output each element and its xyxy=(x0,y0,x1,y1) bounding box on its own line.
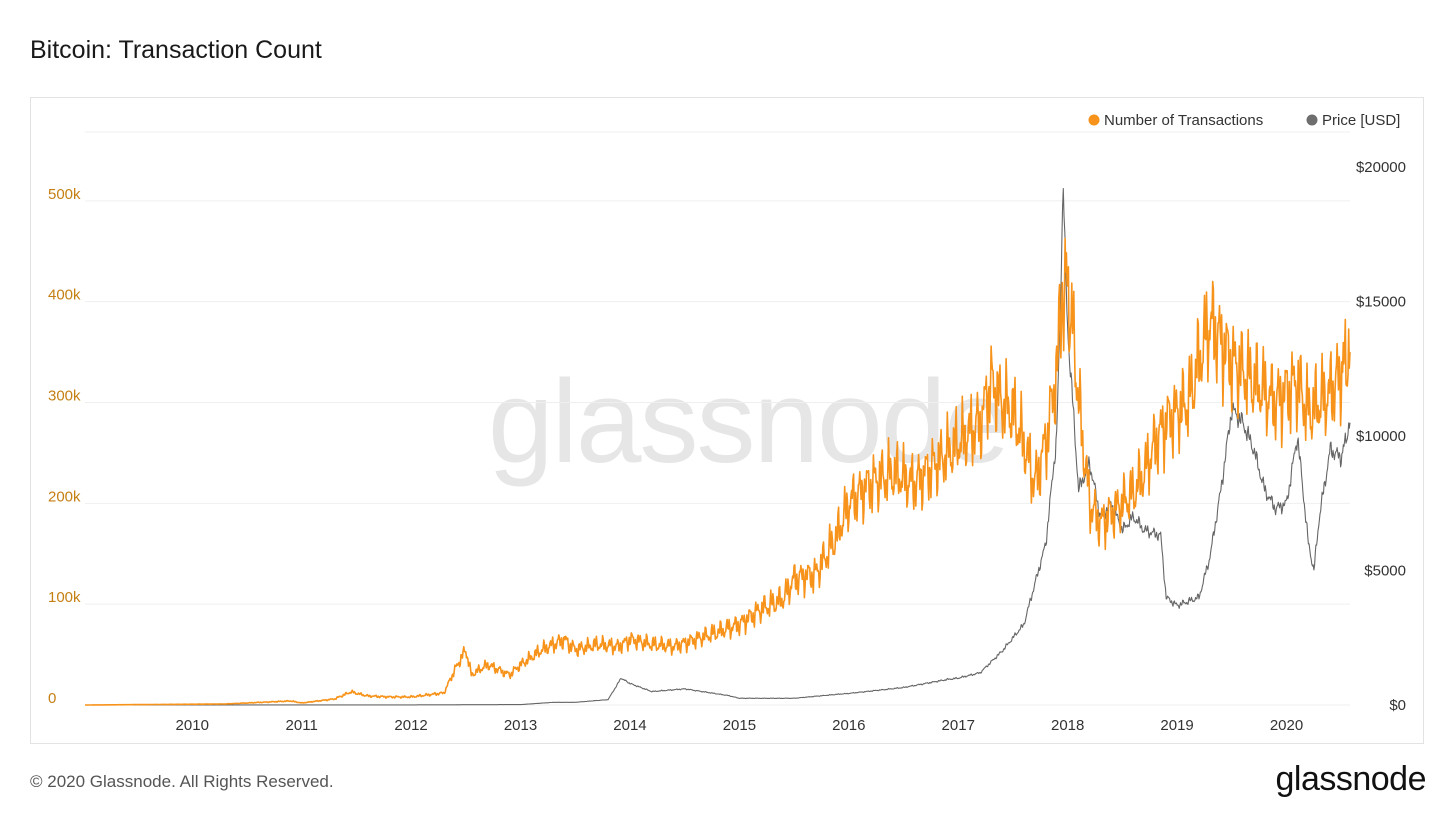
right-tick-label: $5000 xyxy=(1364,563,1406,580)
x-tick-label: 2013 xyxy=(504,717,537,734)
x-tick-label: 2020 xyxy=(1270,717,1303,734)
x-tick-label: 2012 xyxy=(394,717,427,734)
right-tick-label: $0 xyxy=(1389,697,1406,714)
left-tick-label: 200k xyxy=(48,488,81,505)
series-line-price xyxy=(85,188,1351,706)
chart-panel xyxy=(30,97,1424,744)
copyright-footer: © 2020 Glassnode. All Rights Reserved. xyxy=(30,772,334,791)
grid-lines xyxy=(85,131,1350,706)
series-line-transactions xyxy=(84,237,1351,706)
x-tick-label: 2015 xyxy=(723,717,756,734)
left-tick-label: 100k xyxy=(48,589,81,606)
x-tick-label: 2019 xyxy=(1160,717,1193,734)
right-tick-label: $15000 xyxy=(1356,294,1406,311)
x-tick-label: 2016 xyxy=(832,717,865,734)
x-tick-label: 2011 xyxy=(286,717,318,734)
legend[interactable]: Number of Transactions Price [USD] xyxy=(1088,112,1401,129)
x-tick-label: 2010 xyxy=(176,717,209,734)
left-tick-label: 400k xyxy=(48,287,81,304)
legend-marker-price xyxy=(1306,114,1318,126)
right-tick-label: $10000 xyxy=(1356,428,1406,445)
legend-marker-transactions xyxy=(1088,114,1100,126)
chart-title: Bitcoin: Transaction Count xyxy=(30,36,322,64)
legend-label-transactions[interactable]: Number of Transactions xyxy=(1104,112,1263,129)
left-axis: 0 100k 200k 300k 400k 500k xyxy=(48,186,81,707)
right-axis: $0 $5000 $10000 $15000 $20000 xyxy=(1356,159,1406,714)
right-tick-label: $20000 xyxy=(1356,159,1406,176)
left-tick-label: 300k xyxy=(48,388,81,405)
left-tick-label: 500k xyxy=(48,186,81,203)
series-group xyxy=(84,188,1351,706)
left-tick-label: 0 xyxy=(48,690,56,707)
x-tick-label: 2018 xyxy=(1051,717,1084,734)
x-tick-label: 2017 xyxy=(942,717,975,734)
legend-label-price[interactable]: Price [USD] xyxy=(1322,112,1400,129)
x-axis: 2010 2011 2012 2013 2014 2015 2016 2017 2018 2019… xyxy=(176,717,1304,734)
glassnode-logo[interactable]: glassnode xyxy=(1275,760,1426,798)
x-tick-label: 2014 xyxy=(613,717,646,734)
